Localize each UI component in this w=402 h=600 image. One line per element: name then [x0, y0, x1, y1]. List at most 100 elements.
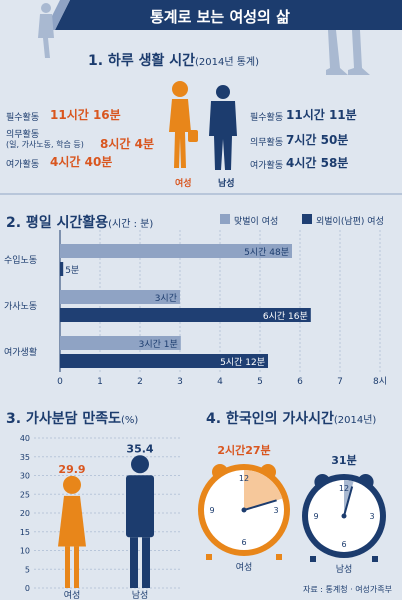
female-duty-sublabel: (일, 가사노동, 학습 등) — [6, 140, 84, 149]
category-label: 수입노동 — [4, 254, 37, 266]
category-label: 여성 — [64, 589, 81, 600]
male-leisure-value: 4시간 58분 — [286, 156, 349, 170]
x-tick-label: 6 — [297, 377, 303, 387]
y-tick-label: 5 — [25, 565, 30, 574]
x-tick-label: 0 — [57, 377, 63, 387]
male-essential-value: 11시간 11분 — [286, 108, 357, 122]
section1-heading-text: 1. 하루 생활 시간 — [88, 53, 195, 69]
page-title: 통계로 보는 여성의 삶 — [150, 8, 290, 26]
figure-head — [63, 475, 81, 494]
bar — [60, 290, 180, 304]
y-tick-label: 35 — [20, 453, 30, 462]
man-figure-icon — [209, 85, 237, 170]
clock-center — [241, 507, 247, 513]
female-leisure-label: 여가활동 — [6, 160, 40, 170]
clock-number: 12 — [339, 484, 349, 493]
male-duty-value: 7시간 50분 — [286, 133, 349, 147]
clock-foot — [276, 554, 282, 560]
legend-label-dual-income: 맞벌이 여성 — [234, 217, 279, 227]
bar — [60, 308, 311, 322]
x-tick-label: 2 — [137, 377, 143, 387]
section2-heading-text: 2. 평일 시간활용 — [6, 215, 109, 231]
section1-heading-note: (2014년 통계) — [194, 57, 259, 68]
figure-leg — [130, 537, 138, 588]
y-tick-label: 40 — [20, 434, 30, 443]
section2-heading: 2. 평일 시간활용(시간 : 분) — [6, 212, 153, 232]
pie-slice — [244, 470, 283, 510]
clock-number: 9 — [313, 512, 318, 521]
section3-heading-text: 3. 가사분담 만족도 — [6, 411, 121, 427]
clock-hand — [243, 499, 277, 511]
category-label: 남성 — [132, 590, 149, 600]
clock-center — [341, 513, 347, 519]
x-tick-label: 4 — [217, 377, 223, 387]
source-note: 자료 : 통계청 · 여성가족부 — [302, 585, 392, 594]
category-label: 남성 — [336, 564, 353, 575]
x-tick-label: 7 — [337, 377, 343, 387]
category-label: 여가생활 — [4, 346, 37, 358]
clock-hand — [343, 486, 354, 517]
x-tick-label: 3 — [177, 377, 183, 387]
legend-label-single-income: 외벌이(남편) 여성 — [316, 217, 384, 227]
male-duty-label: 의무활동 — [250, 138, 284, 148]
figure-leg — [74, 546, 79, 588]
bar — [60, 336, 181, 350]
section4-heading-text: 4. 한국인의 가사시간 — [206, 411, 334, 427]
clock-number: 6 — [341, 540, 346, 549]
figure-leg — [65, 546, 70, 588]
x-tick-label: 5 — [257, 377, 263, 387]
woman-figure-icon — [169, 81, 198, 168]
bar-value-label: 5분 — [65, 265, 79, 276]
section2-unit-note: (시간 : 분) — [108, 219, 154, 230]
clock-number: 3 — [273, 506, 278, 515]
male-essential-label: 필수활동 — [250, 113, 284, 123]
satisfaction-chart: 0 5 10 15 20 25 30 35 40 29.9 여성 35.4 남성 — [20, 434, 180, 600]
y-tick-label: 20 — [20, 509, 30, 518]
high-heel-legs-icon — [326, 30, 370, 75]
female-leisure-value: 4시간 40분 — [50, 155, 113, 169]
section1-heading: 1. 하루 생활 시간(2014년 통계) — [88, 50, 259, 70]
bar-value-label: 29.9 — [58, 463, 85, 476]
x-tick-label: 8시 — [373, 376, 387, 387]
x-tick-label: 1 — [97, 377, 103, 387]
male-figure-label: 남성 — [218, 179, 235, 189]
bar — [126, 475, 154, 538]
section3-heading: 3. 가사분담 만족도(%) — [6, 408, 138, 428]
bar-value-label: 5시간 48분 — [244, 247, 289, 258]
male-leisure-label: 여가활동 — [250, 161, 284, 171]
section3-unit-note: (%) — [120, 415, 139, 426]
female-duty-value: 8시간 4분 — [100, 137, 154, 151]
bar-value-label: 3시간 1분 — [139, 339, 178, 350]
y-tick-label: 30 — [20, 472, 30, 481]
section4-unit-note: (2014년) — [333, 415, 377, 426]
clock-value-label: 31분 — [331, 454, 356, 467]
category-label: 여성 — [236, 561, 253, 573]
clock-value-label: 2시간27분 — [217, 443, 270, 457]
clock-foot — [372, 556, 378, 562]
bar-value-label: 35.4 — [126, 442, 153, 455]
bar — [60, 354, 268, 368]
clock-number: 9 — [209, 506, 214, 515]
female-essential-value: 11시간 16분 — [50, 108, 121, 122]
bar — [60, 262, 64, 276]
female-figure-label: 여성 — [175, 179, 192, 189]
legend-swatch-single-income — [302, 214, 312, 224]
woman-silhouette-icon — [38, 3, 54, 58]
clock-number: 6 — [241, 538, 246, 547]
clock-foot — [310, 556, 316, 562]
section4-heading: 4. 한국인의 가사시간(2014년) — [206, 408, 376, 428]
clock-number: 3 — [369, 512, 374, 521]
divider-1 — [0, 193, 402, 195]
figure-leg — [142, 537, 150, 588]
female-duty-label: 의무활동 — [6, 130, 40, 140]
y-tick-label: 10 — [20, 547, 30, 556]
female-essential-label: 필수활동 — [6, 113, 40, 123]
bar — [60, 244, 292, 258]
y-tick-label: 25 — [20, 490, 30, 499]
clock-number: 12 — [239, 474, 249, 483]
legend-swatch-dual-income — [220, 214, 230, 224]
bar-value-label: 3시간 — [155, 293, 177, 304]
bar-value-label: 6시간 16분 — [263, 311, 308, 322]
